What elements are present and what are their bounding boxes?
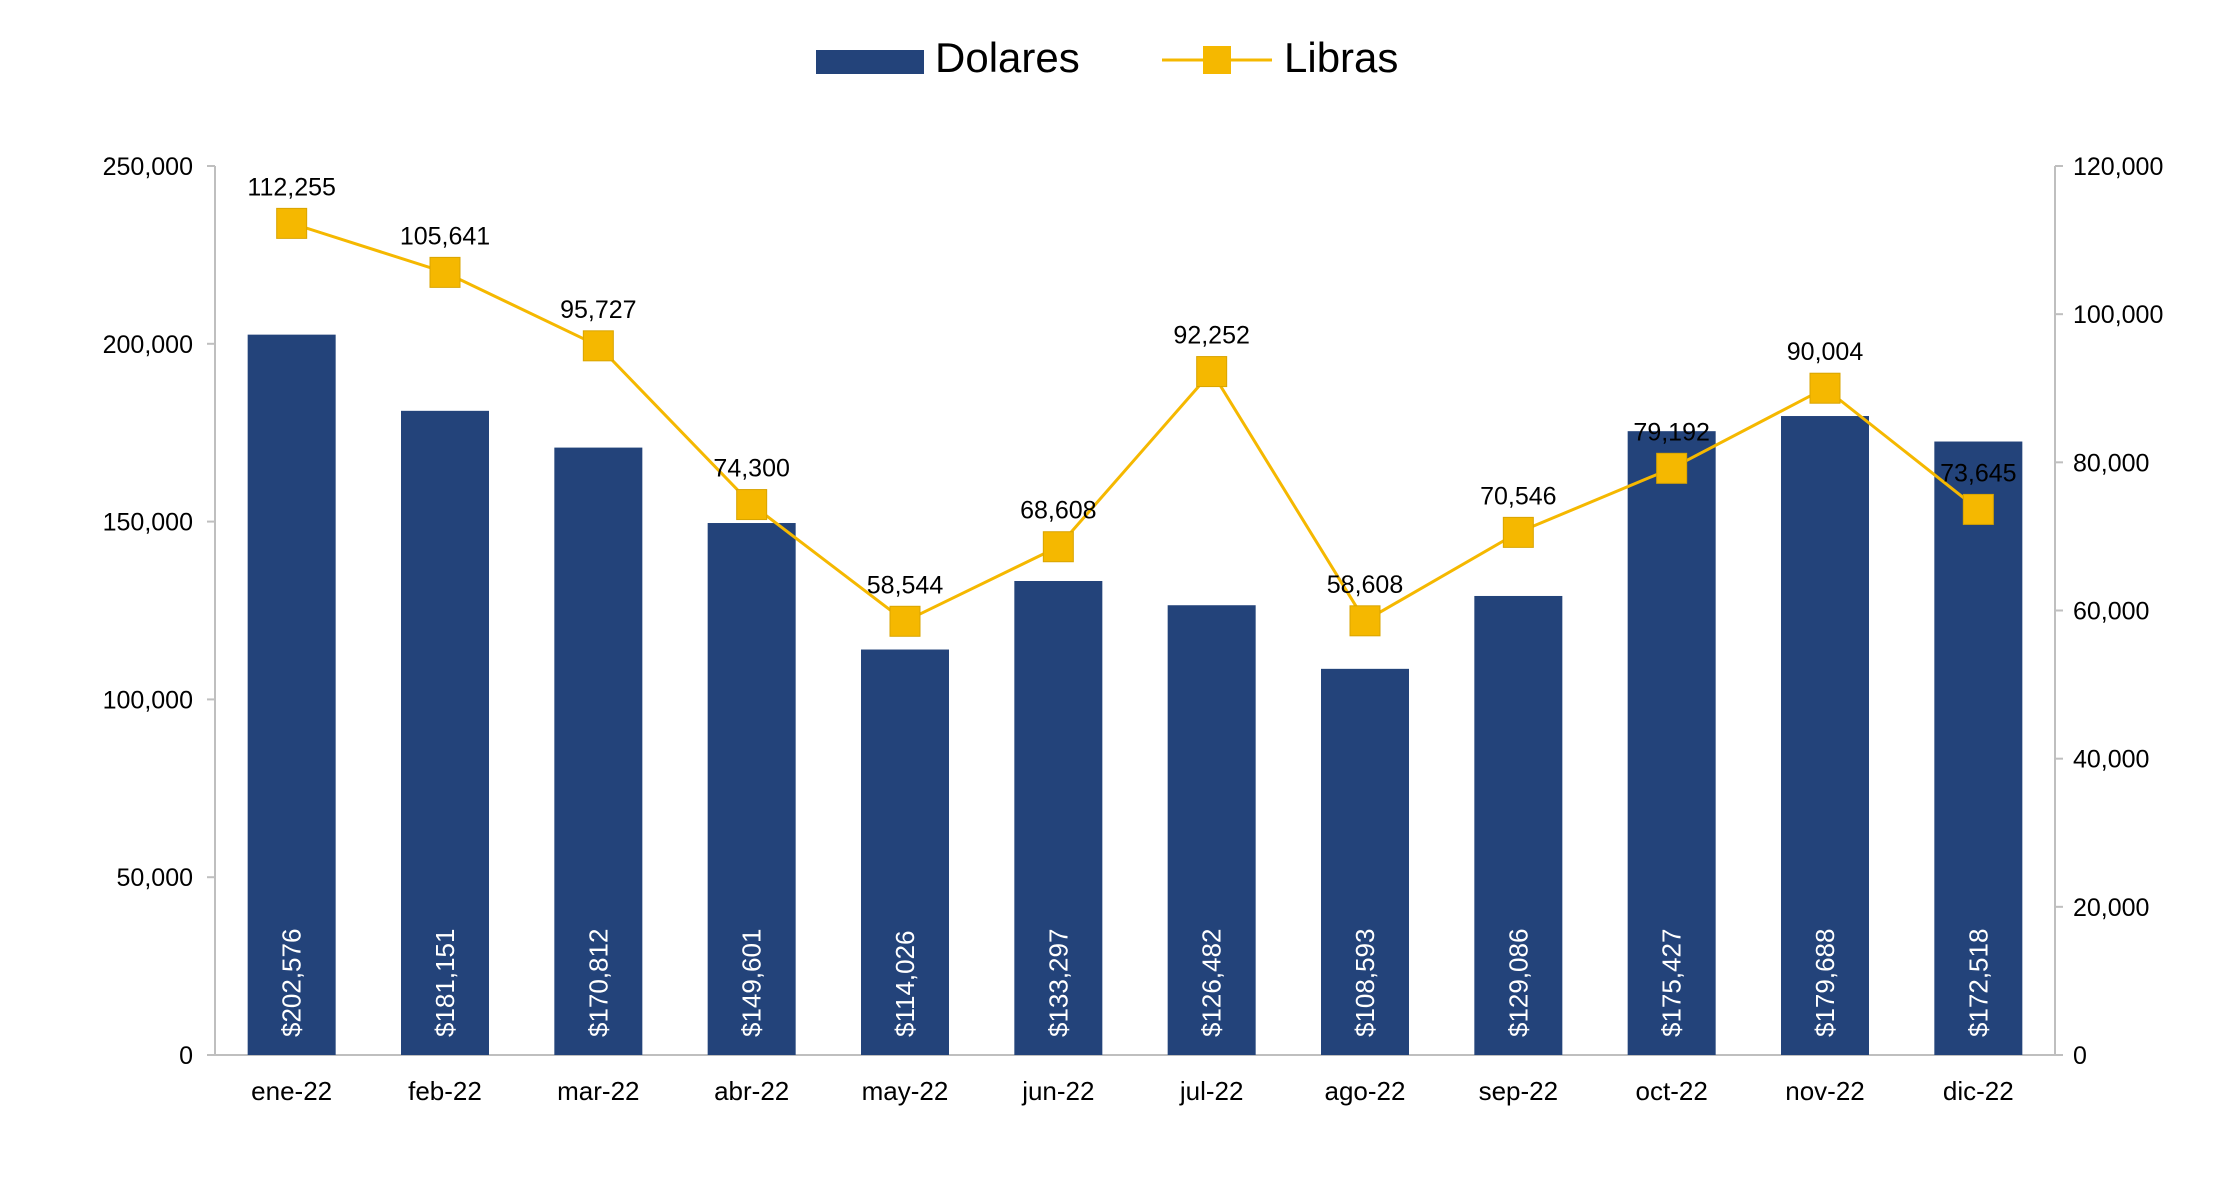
bar-data-label: $202,576	[277, 929, 307, 1037]
line-data-label: 68,608	[1020, 497, 1096, 525]
bar	[1627, 431, 1716, 1055]
y-right-tick-label: 20,000	[2073, 894, 2149, 922]
line-point	[1196, 356, 1228, 388]
x-tick-label: jun-22	[1021, 1076, 1094, 1106]
bar	[247, 334, 336, 1055]
line-data-label: 58,544	[867, 571, 944, 599]
y-right-tick-label: 120,000	[2073, 153, 2163, 181]
y-right-tick-label: 100,000	[2073, 301, 2163, 329]
legend: Dolares Libras	[816, 34, 1398, 81]
line-point	[889, 605, 921, 637]
y-right-tick-label: 60,000	[2073, 598, 2149, 626]
line-point	[1656, 452, 1688, 484]
bar	[1321, 668, 1409, 1055]
bar-data-label: $149,601	[737, 929, 767, 1037]
x-tick-label: jul-22	[1179, 1076, 1244, 1106]
line-series: 112,255 105,641 95,727 74,300 58,544 68,608 92…	[247, 173, 2017, 637]
legend-label-dolares: Dolares	[935, 34, 1080, 81]
bar	[1167, 605, 1256, 1055]
y-right-tick-label: 80,000	[2073, 449, 2149, 477]
line-data-label: 74,300	[713, 455, 789, 483]
x-tick-label: sep-22	[1479, 1076, 1559, 1106]
legend-label-libras: Libras	[1284, 34, 1398, 81]
y-left-tick-label: 150,000	[103, 509, 193, 537]
y-left-tick-label: 50,000	[117, 864, 193, 892]
line-point	[429, 256, 461, 288]
bar-data-label: $126,482	[1197, 929, 1227, 1037]
bar	[1474, 595, 1563, 1055]
bar-data-label: $181,151	[430, 929, 460, 1037]
x-tick-label: ago-22	[1325, 1076, 1406, 1106]
bar	[861, 649, 949, 1055]
line-point	[1349, 605, 1381, 637]
line-data-label: 95,727	[560, 296, 636, 324]
bar	[1934, 441, 2023, 1055]
axes: 0 50,000 100,000 150,000 200,000 250,000 0 20,0…	[103, 153, 2164, 1106]
line-point	[1962, 493, 1994, 525]
bar	[1014, 580, 1103, 1055]
line-point	[276, 207, 308, 239]
bar-data-label: $133,297	[1043, 929, 1073, 1037]
x-tick-label: abr-22	[714, 1076, 789, 1106]
line-data-label: 79,192	[1633, 418, 1709, 446]
y-left-tick-label: 250,000	[103, 153, 193, 181]
line-data-label: 90,004	[1787, 338, 1864, 366]
line-data-label: 105,641	[400, 222, 490, 250]
line-data-label: 112,255	[247, 173, 336, 201]
y-right-tick-label: 40,000	[2073, 746, 2149, 774]
line-data-label: 58,608	[1327, 571, 1403, 599]
line-point	[1809, 372, 1841, 404]
legend-swatch-dolares	[816, 50, 924, 74]
line-point	[1502, 516, 1534, 548]
x-tick-label: ene-22	[251, 1076, 332, 1106]
bar	[707, 523, 796, 1055]
bar-data-label: $129,086	[1503, 929, 1533, 1037]
x-tick-label: oct-22	[1636, 1076, 1708, 1106]
line-data-label: 92,252	[1173, 322, 1249, 350]
x-tick-label: feb-22	[408, 1076, 482, 1106]
x-tick-label: may-22	[862, 1076, 949, 1106]
y-left-tick-label: 100,000	[103, 686, 193, 714]
bar-data-label: $170,812	[583, 929, 613, 1037]
line-point	[736, 489, 768, 521]
bar-data-label: $172,518	[1963, 929, 1993, 1037]
bar	[401, 410, 489, 1056]
bar-data-label: $114,026	[890, 930, 920, 1037]
x-tick-label: nov-22	[1785, 1076, 1865, 1106]
x-tick-label: mar-22	[557, 1076, 639, 1106]
y-left-tick-label: 0	[179, 1042, 193, 1070]
line-point	[582, 330, 614, 362]
bar-data-label: $108,593	[1350, 929, 1380, 1037]
bar-data-label: $175,427	[1657, 929, 1687, 1037]
line-path	[291, 221, 1980, 624]
bar	[1781, 416, 1869, 1055]
line-data-label: 73,645	[1940, 459, 2016, 487]
legend-marker-libras	[1203, 46, 1231, 74]
line-point	[1042, 531, 1074, 563]
bar	[554, 447, 643, 1055]
y-right-tick-label: 0	[2073, 1042, 2087, 1070]
line-data-label: 70,546	[1480, 482, 1556, 510]
y-left-tick-label: 200,000	[103, 331, 193, 359]
bar-data-label: $179,688	[1810, 929, 1840, 1037]
bar-series: $202,576 $181,151 $170,812 $149,601 $114,026…	[247, 334, 2023, 1056]
x-tick-label: dic-22	[1943, 1076, 2014, 1106]
